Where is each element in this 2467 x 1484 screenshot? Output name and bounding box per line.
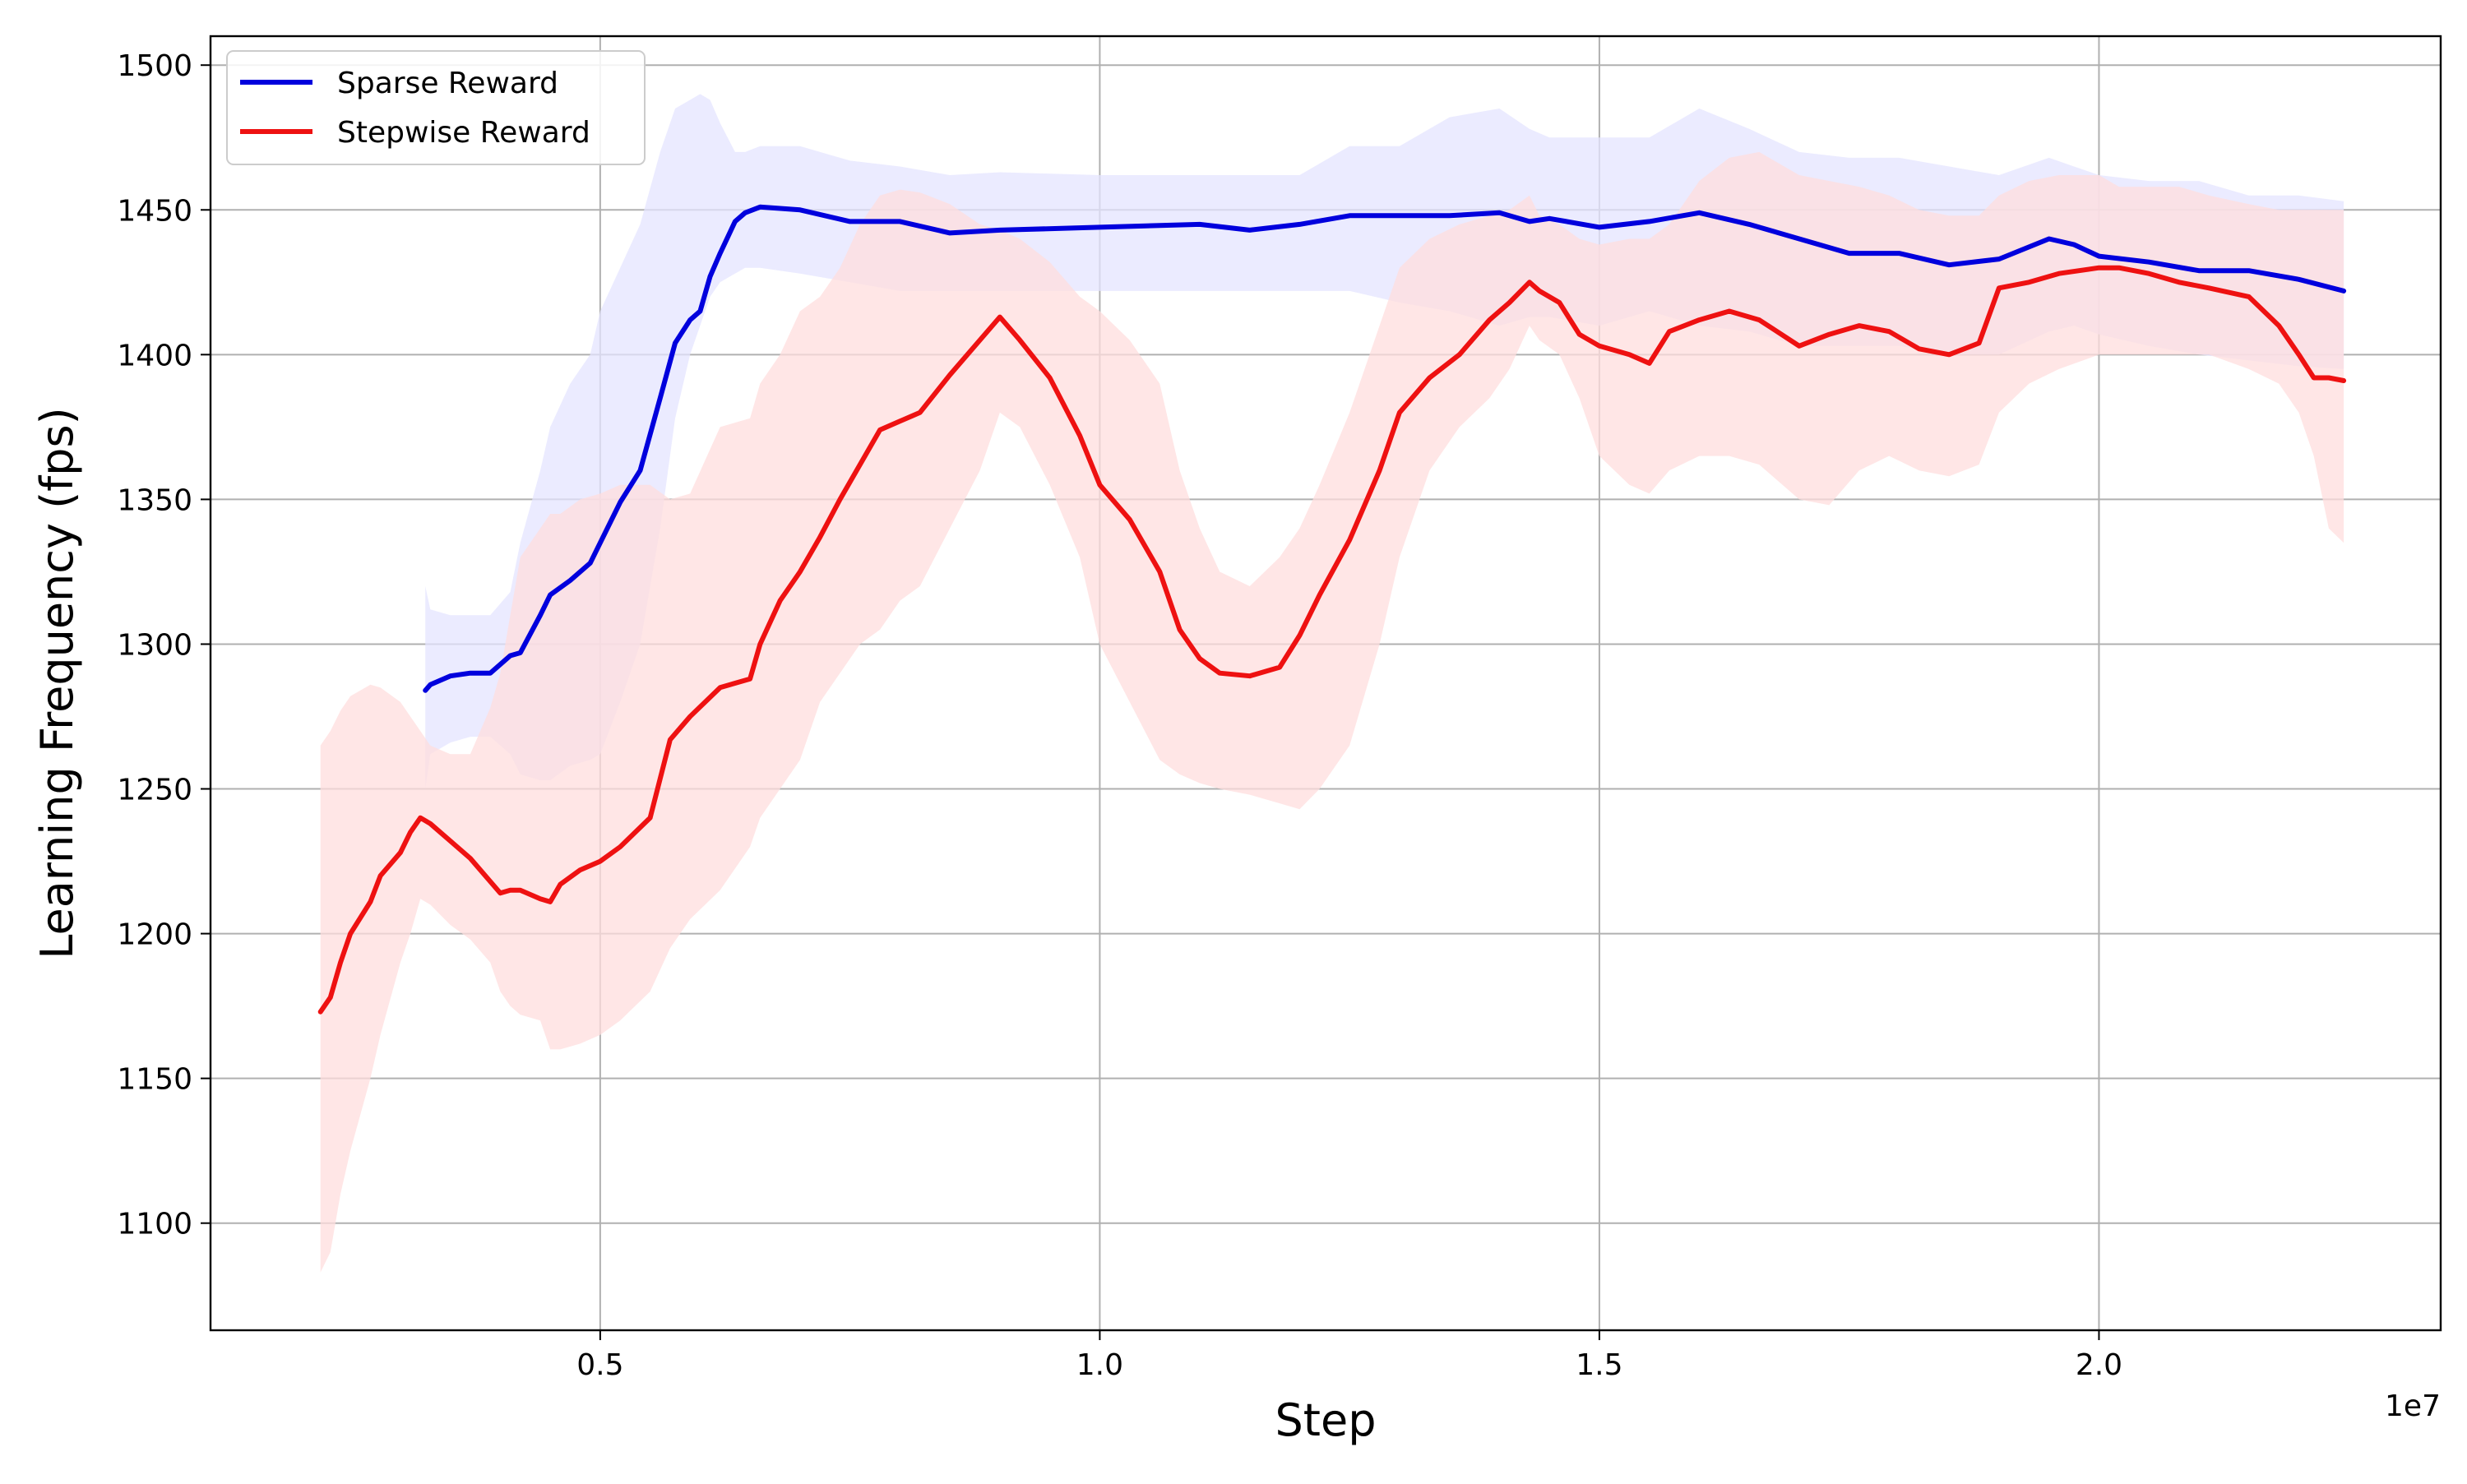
band-stepwise-reward [320,151,2344,1273]
y-tick-label: 1350 [117,483,192,517]
y-tick-label: 1150 [117,1063,192,1097]
x-axis-offset-label: 1e7 [2385,1389,2441,1423]
legend-label-stepwise-reward: Stepwise Reward [337,116,590,150]
axis-ticks: 0.5 1.0 1.5 2.0 1100 1150 1200 1250 1300 1350 1400… [117,49,2122,1382]
x-tick-label: 2.0 [2076,1348,2122,1382]
plot-frame [209,35,2442,1332]
y-tick-label: 1300 [117,628,192,662]
y-tick-label: 1100 [117,1208,192,1241]
series-lines [317,204,2347,1015]
series-line-stepwise-reward [317,265,2347,1015]
y-tick-label: 1500 [117,49,192,83]
legend-box [226,50,646,165]
legend: Sparse Reward Stepwise Reward [226,50,646,165]
confidence-bands [320,94,2344,1273]
y-tick-label: 1450 [117,194,192,228]
y-axis-label: Learning Frequency (fps) [31,407,83,959]
y-tick-label: 1250 [117,774,192,807]
y-tick-label: 1200 [117,918,192,952]
x-axis-label: Step [1275,1394,1377,1446]
legend-label-sparse-reward: Sparse Reward [337,67,558,100]
x-tick-label: 1.0 [1076,1348,1123,1382]
x-tick-label: 1.5 [1576,1348,1622,1382]
series-line-sparse-reward [423,204,2347,693]
x-tick-label: 0.5 [576,1348,623,1382]
y-tick-label: 1400 [117,339,192,372]
